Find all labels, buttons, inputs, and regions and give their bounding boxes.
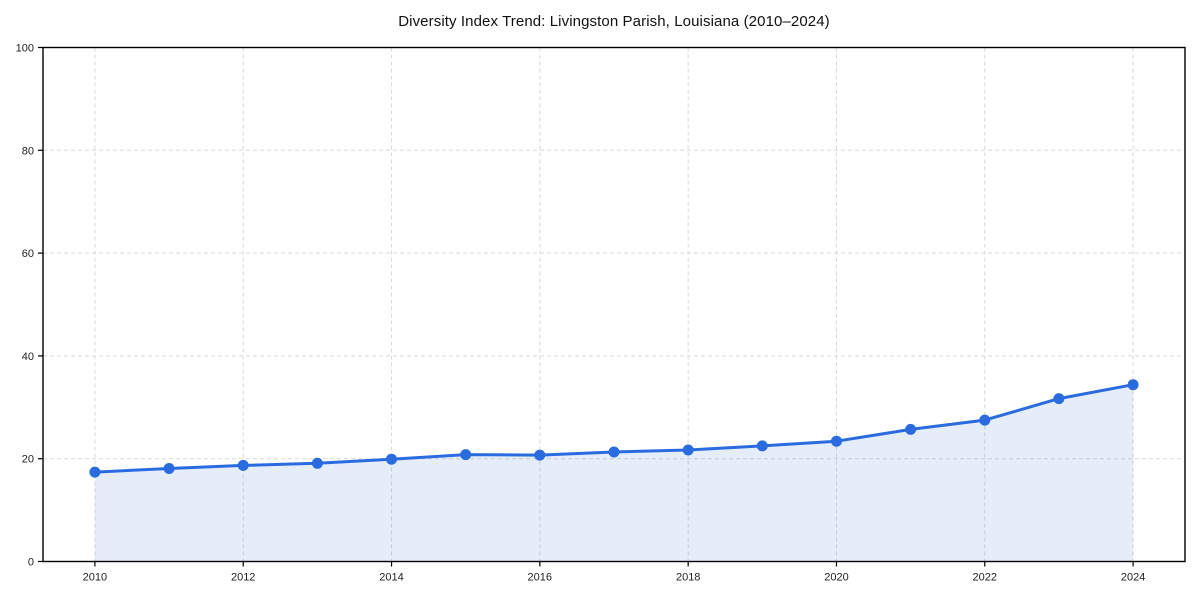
- data-point: [905, 423, 917, 435]
- data-point: [311, 457, 323, 469]
- x-tick-label: 2012: [231, 572, 255, 584]
- data-point: [608, 446, 620, 458]
- x-tick-label: 2010: [83, 572, 107, 584]
- data-point: [1127, 379, 1139, 391]
- data-point-markers: [89, 379, 1139, 478]
- data-point: [386, 453, 397, 465]
- data-point: [89, 466, 101, 478]
- x-axis-tick-labels: 2010 2012 2014 2016 2018 2020 2022 2024: [83, 572, 1146, 584]
- y-tick-label: 20: [22, 454, 34, 466]
- x-tick-label: 2022: [973, 572, 997, 584]
- x-tick-label: 2014: [379, 572, 403, 584]
- data-point: [460, 449, 472, 461]
- data-point: [1053, 393, 1065, 405]
- y-tick-label: 0: [28, 557, 34, 569]
- data-point: [237, 459, 249, 471]
- x-tick-label: 2020: [824, 572, 848, 584]
- data-point: [163, 463, 175, 474]
- area-fill: [94, 384, 1134, 562]
- plot-border: [42, 46, 1186, 563]
- data-point: [756, 440, 768, 452]
- chart-title: Diversity Index Trend: Livingston Parish…: [398, 13, 830, 30]
- data-point: [979, 414, 991, 426]
- x-tick-label: 2018: [676, 572, 700, 584]
- y-tick-label: 80: [22, 145, 34, 157]
- data-point: [534, 449, 546, 461]
- x-tick-label: 2024: [1121, 572, 1145, 584]
- y-axis-tick-labels: 0 20 40 60 80 100: [16, 43, 34, 569]
- y-tick-label: 40: [22, 351, 34, 363]
- x-tick-label: 2016: [528, 572, 552, 584]
- data-point: [831, 435, 842, 447]
- y-tick-label: 100: [16, 43, 34, 55]
- data-point: [682, 444, 694, 456]
- axis-tick-marks: [38, 46, 1134, 567]
- y-tick-label: 60: [22, 248, 34, 260]
